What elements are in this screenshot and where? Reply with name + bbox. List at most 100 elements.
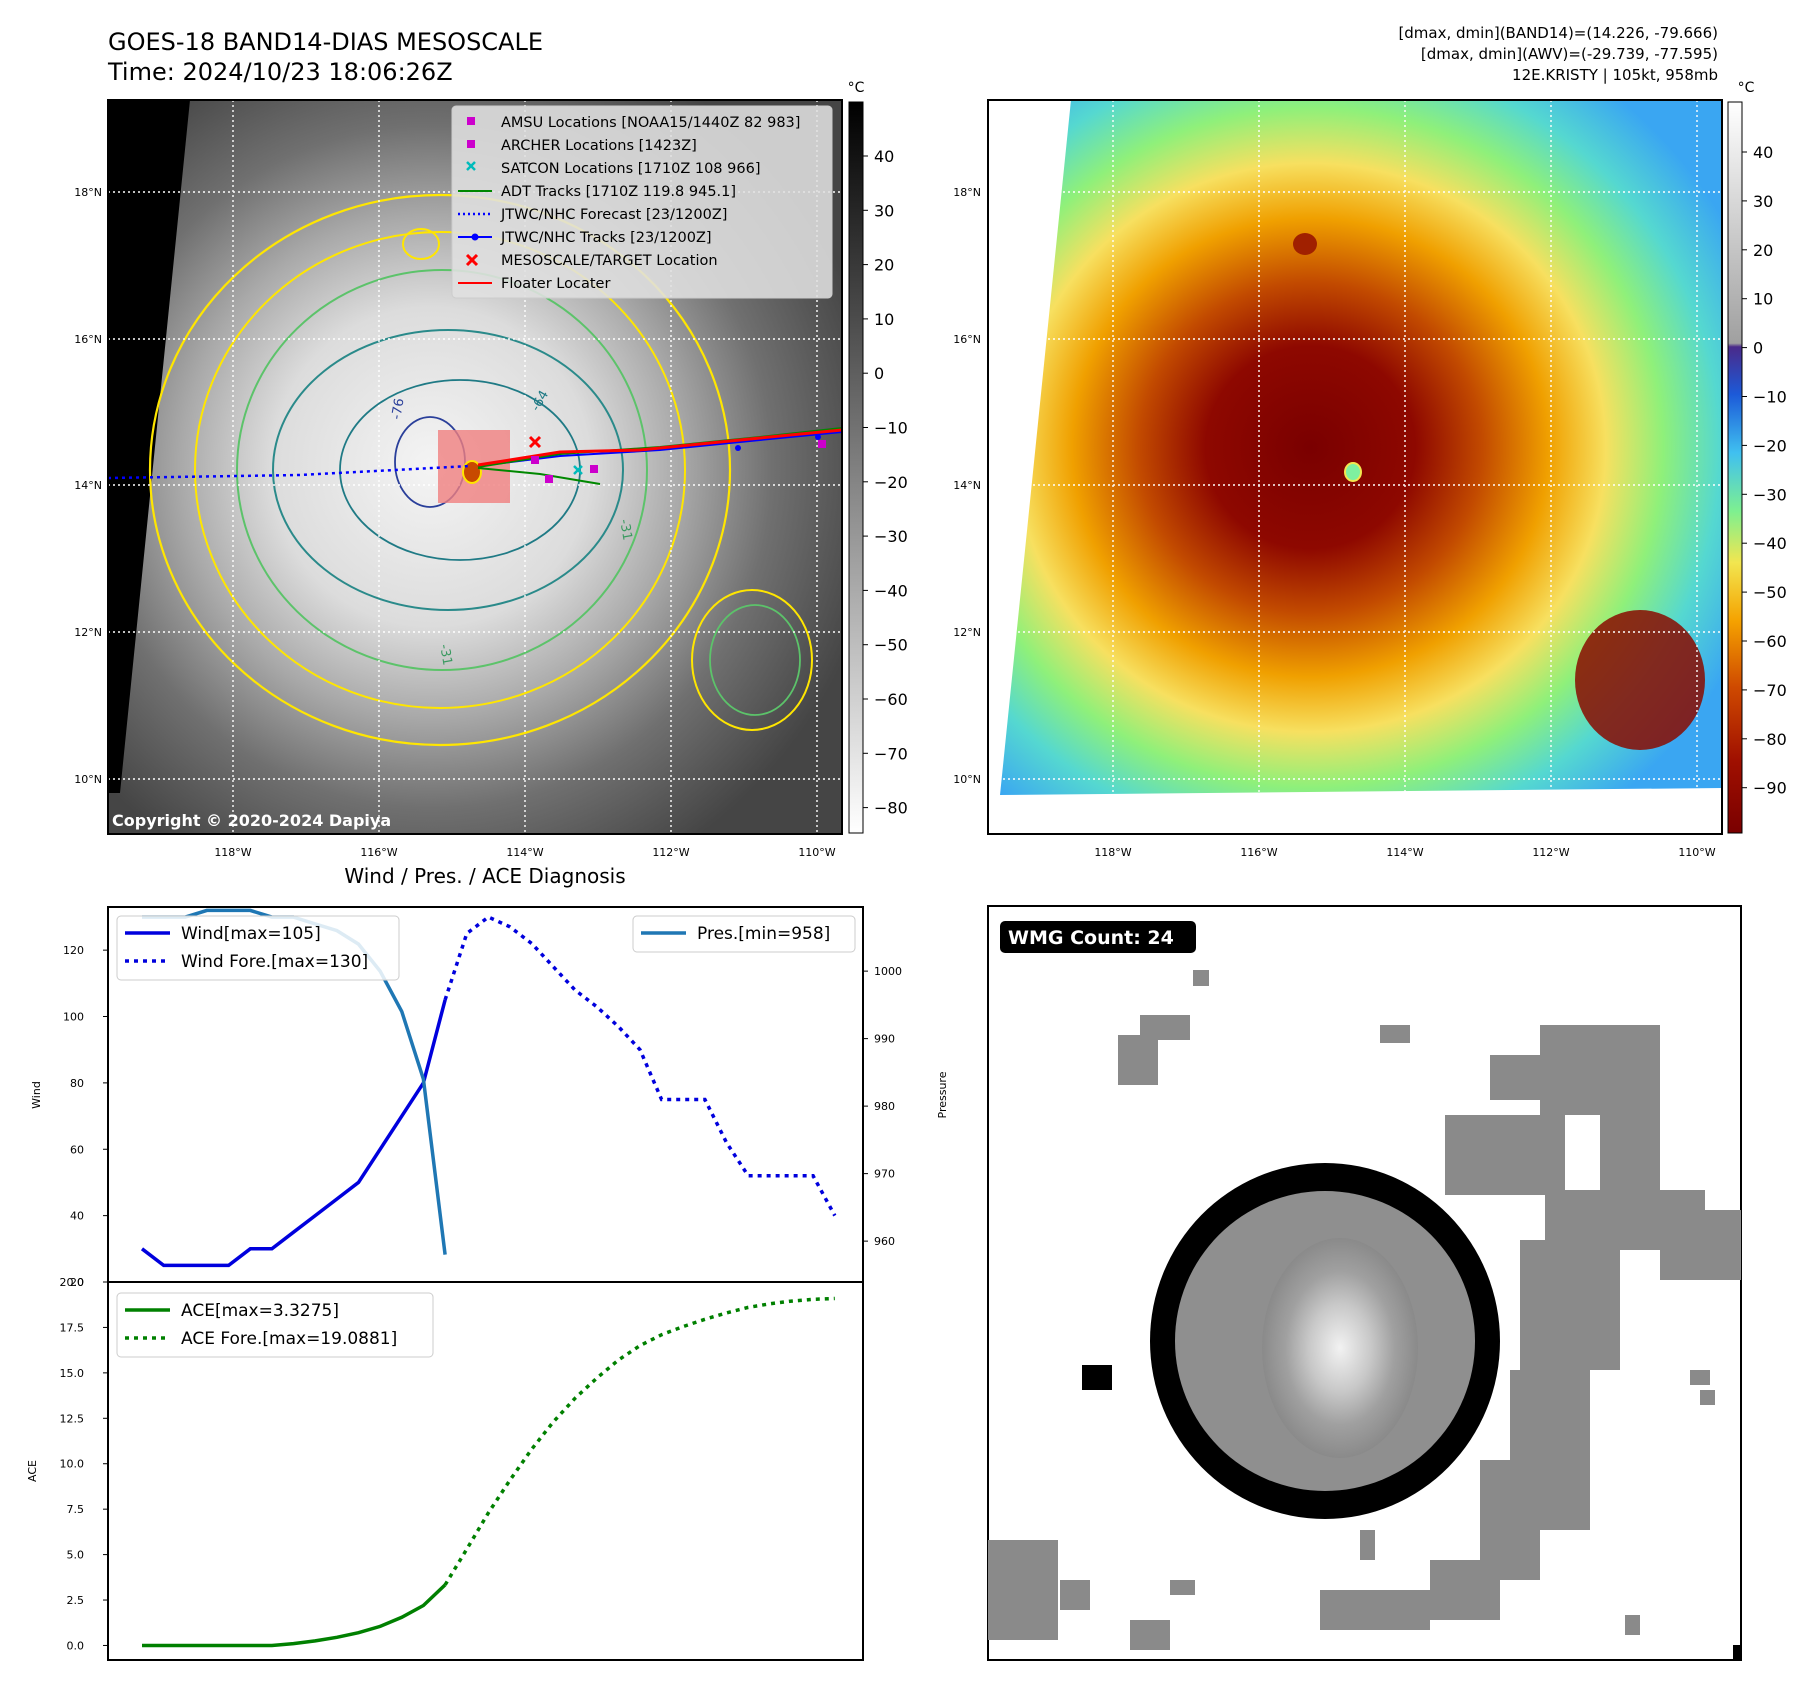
jtwc-track-points — [735, 434, 821, 451]
lat-label-14: 14°N — [74, 479, 102, 492]
colorbar-color-tick-label: 10 — [1753, 290, 1773, 309]
wind-ytick-label: 80 — [70, 1077, 84, 1090]
stats-line1: [dmax, dmin](BAND14)=(14.226, -79.666) — [1398, 24, 1718, 42]
lat-label-b-16: 16°N — [953, 333, 981, 346]
gridlines-b — [988, 100, 1722, 834]
colorbar-gray: °C 40 30 20 10 0 −10 −20 −30 −40 −50 −60 −70 −80 — [848, 80, 908, 834]
pressure-yticks: 960 970 980 990 1000 — [863, 965, 902, 1248]
stats-line3: 12E.KRISTY | 105kt, 958mb — [1512, 66, 1718, 84]
map-frame-a — [107, 99, 843, 835]
series-line-wind-forecast — [443, 914, 837, 1217]
ir-color-map-panel: 18°N 16°N 14°N 12°N 10°N 118°W 116°W 114… — [953, 99, 1723, 859]
colorbar-gray-tick-label: 10 — [874, 310, 894, 329]
pressure-ytick-label: 1000 — [874, 965, 902, 978]
wind-ytick-label: 20 — [70, 1276, 84, 1289]
lon-label-114: 114°W — [506, 846, 543, 859]
lat-label-b-18: 18°N — [953, 186, 981, 199]
lon-label-b-112: 112°W — [1532, 846, 1569, 859]
legend-marker-jtwc-dot — [471, 233, 479, 241]
contour-green — [236, 269, 648, 671]
wmg-gray-cells — [988, 970, 1741, 1650]
legend-marker-amsu — [467, 117, 475, 125]
colorbar-gray-tick-label: −50 — [874, 636, 908, 655]
lat-label-b-10: 10°N — [953, 773, 981, 786]
legend-marker-satcon — [466, 161, 476, 171]
legend-ace-fore-label: ACE Fore.[max=19.0881] — [181, 1329, 397, 1349]
colorbar-color-tick-label: 30 — [1753, 192, 1773, 211]
legend-wind-fore-label: Wind Fore.[max=130] — [181, 952, 368, 972]
colorbar-color-tick-label: −60 — [1753, 632, 1787, 651]
wmg-eye — [1262, 1238, 1418, 1458]
pressure-ytick-label: 990 — [874, 1033, 895, 1046]
colorbar-color-tick-label: −90 — [1753, 779, 1787, 798]
colorbar-color: °C 40 30 20 10 0 −10 −20 −30 −40 −50 −60 −70 −80 −90 — [1727, 80, 1787, 834]
lon-label-112: 112°W — [652, 846, 689, 859]
colorbar-color-tick-label: 20 — [1753, 241, 1773, 260]
wmg-black-cell — [1082, 1365, 1112, 1390]
colorbar-gray-ticks: 40 30 20 10 0 −10 −20 −30 −40 −50 −60 −70 −80 — [863, 147, 908, 818]
map-frame-b — [987, 99, 1723, 835]
legend-marker-archer — [467, 140, 475, 148]
wind-ytick-label: 100 — [63, 1011, 84, 1024]
map-legend: AMSU Locations [NOAA15/1440Z 82 983] ARC… — [451, 105, 833, 299]
colorbar-gray-tick-label: −10 — [874, 419, 908, 438]
lat-label-10: 10°N — [74, 773, 102, 786]
ace-ytick-label: 0.0 — [67, 1639, 85, 1652]
legend-item-archer: ARCHER Locations [1423Z] — [501, 138, 697, 154]
legend-box — [451, 105, 833, 299]
stats-line2: [dmax, dmin](AWV)=(-29.739, -77.595) — [1421, 45, 1718, 63]
convective-cell-southeast — [1575, 610, 1705, 750]
wmg-count-label: WMG Count: 24 — [1008, 927, 1174, 949]
satcon-x-markers — [573, 465, 583, 475]
contour-cell-southeast — [691, 589, 813, 731]
colorbar-gray-tick-label: −80 — [874, 799, 908, 818]
lat-label-12: 12°N — [74, 626, 102, 639]
lon-label-b-114: 114°W — [1386, 846, 1423, 859]
colorbar-color-ticks: 40 30 20 10 0 −10 −20 −30 −40 −50 −60 −70 −80 −90 — [1742, 143, 1787, 798]
ace-ytick-label: 7.5 — [67, 1503, 85, 1516]
contour-label-31a: -31 — [616, 518, 634, 542]
lat-label-b-12: 12°N — [953, 626, 981, 639]
pressure-legend-box — [632, 915, 856, 953]
chart-title: Wind / Pres. / ACE Diagnosis — [344, 864, 625, 888]
series-line-wind — [140, 999, 447, 1268]
wmg-panel: WMG Count: 24 — [987, 905, 1742, 1661]
colorbar-gray-tick-label: −60 — [874, 690, 908, 709]
ace-series-group — [142, 1296, 835, 1648]
colorbar-color-tick-label: −40 — [1753, 534, 1787, 553]
lat-label-18: 18°N — [74, 186, 102, 199]
wind-legend-box — [116, 915, 400, 981]
adt-track-west — [477, 467, 601, 485]
colorbar-gray-tick-label: −30 — [874, 527, 908, 546]
legend-item-amsu: AMSU Locations [NOAA15/1440Z 82 983] — [501, 115, 800, 131]
colorbar-gray-tick-label: 30 — [874, 201, 894, 220]
satellite-swath-color — [1000, 100, 1722, 795]
ace-ytick-label: 12.5 — [60, 1412, 85, 1425]
pressure-ylabel: Pressure — [936, 1071, 949, 1118]
colorbar-gray-tick-label: −20 — [874, 473, 908, 492]
ace-yticks: 0.0 2.5 5.0 7.5 10.0 12.5 15.0 17.5 20.0 — [60, 1276, 108, 1652]
title-line1: GOES-18 BAND14-DIAS MESOSCALE — [108, 28, 543, 56]
legend-item-target: MESOSCALE/TARGET Location — [501, 253, 718, 269]
wind-ytick-label: 40 — [70, 1210, 84, 1223]
colorbar-color-unit: °C — [1738, 80, 1755, 96]
lon-label-b-118: 118°W — [1094, 846, 1131, 859]
contour-yellow-outer — [148, 193, 732, 747]
wind-ytick-label: 120 — [63, 944, 84, 957]
lat-label-b-14: 14°N — [953, 479, 981, 492]
colorbar-color-tick-label: −70 — [1753, 681, 1787, 700]
colorbar-gray-tick-label: −40 — [874, 581, 908, 600]
colorbar-gray-tick-label: 0 — [874, 364, 884, 383]
ace-ytick-label: 15.0 — [60, 1367, 85, 1380]
wind-ytick-label: 60 — [70, 1143, 84, 1156]
ir-gray-map-panel: -76 -64 -31 -31 — [74, 99, 843, 859]
wmg-corner-cell — [1733, 1645, 1741, 1660]
legend-item-satcon: SATCON Locations [1710Z 108 966] — [501, 161, 760, 177]
contour-yellow-inner — [194, 231, 686, 709]
wind-ylabel: Wind — [30, 1081, 43, 1109]
colorbar-gray-tick-label: 20 — [874, 256, 894, 275]
ace-ytick-label: 10.0 — [60, 1458, 85, 1471]
colorbar-gray-tick-label: 40 — [874, 147, 894, 166]
lat-label-16: 16°N — [74, 333, 102, 346]
